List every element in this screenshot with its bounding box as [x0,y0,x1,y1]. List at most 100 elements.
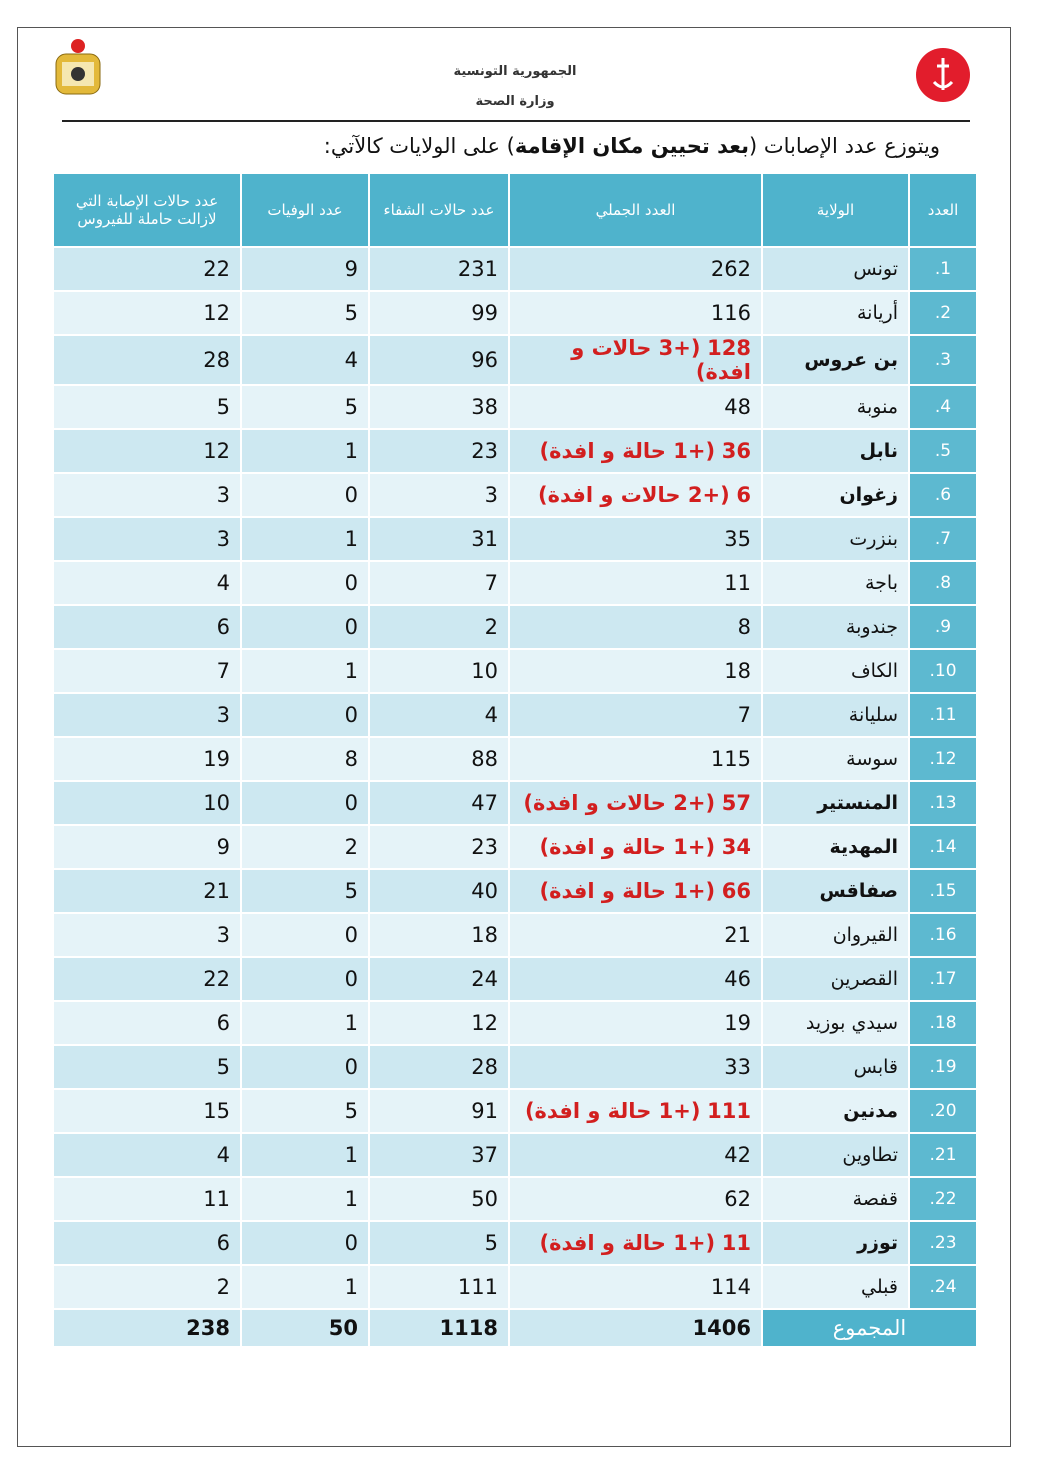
governorate: القيروان [763,914,908,956]
deaths: 1 [242,1134,368,1176]
recovered: 231 [370,248,508,290]
deaths: 1 [242,1266,368,1308]
table-row: 13. المنستير 57 (+2 حالات و افدة) 47 0 10 [54,782,976,824]
active: 3 [54,474,240,516]
recovered: 2 [370,606,508,648]
recovered: 28 [370,1046,508,1088]
total-cases: 19 [724,1011,751,1035]
row-number: 19. [910,1046,976,1088]
total-cases: 48 [724,395,751,419]
governorate: المنستير [763,782,908,824]
row-number: 24. [910,1266,976,1308]
row-number: 21. [910,1134,976,1176]
governorate: تطاوين [763,1134,908,1176]
intro-text: ويتوزع عدد الإصابات ( [748,134,940,158]
imported-note: (+1 حالة و افدة) [539,879,716,903]
table-row: 1. تونس 262 231 9 22 [54,248,976,290]
total-cases: 128 [707,336,751,360]
row-number: 4. [910,386,976,428]
governorate: المهدية [763,826,908,868]
imported-note: (+1 حالة و افدة) [539,835,716,859]
active: 3 [54,694,240,736]
table-row: 2. أريانة 116 99 5 12 [54,292,976,334]
active: 6 [54,1222,240,1264]
active: 21 [54,870,240,912]
governorate: زغوان [763,474,908,516]
active: 2 [54,1266,240,1308]
deaths: 0 [242,1222,368,1264]
table-row: 5. نابل 36 (+1 حالة و افدة) 23 1 12 [54,430,976,472]
table-row: 7. بنزرت 35 31 1 3 [54,518,976,560]
deaths: 5 [242,870,368,912]
recovered: 5 [370,1222,508,1264]
deaths: 1 [242,430,368,472]
governorate: قابس [763,1046,908,1088]
imported-note: (+2 حالات و افدة) [523,791,716,815]
deaths: 0 [242,782,368,824]
governorate: سيدي بوزيد [763,1002,908,1044]
table-row: 19. قابس 33 28 0 5 [54,1046,976,1088]
governorate: سوسة [763,738,908,780]
total-cases: 18 [724,659,751,683]
table-row: 11. سليانة 7 4 0 3 [54,694,976,736]
total-cases: 66 [721,879,751,903]
imported-note: (+1 حالة و افدة) [539,439,716,463]
table-row: 6. زغوان 6 (+2 حالات و افدة) 3 0 3 [54,474,976,516]
table-row: 12. سوسة 115 88 8 19 [54,738,976,780]
emblem [55,39,101,95]
total-cases: 111 [707,1099,751,1123]
total-cell: 34 (+1 حالة و افدة) [510,826,761,868]
recovered: 88 [370,738,508,780]
imported-note: (+2 حالات و افدة) [538,483,730,507]
table-row: 18. سيدي بوزيد 19 12 1 6 [54,1002,976,1044]
total-cases: 11 [721,1231,751,1255]
recovered: 31 [370,518,508,560]
page-frame [17,27,1011,1447]
row-number: 12. [910,738,976,780]
column-header: عدد الوفيات [242,174,368,246]
total-cases: 62 [724,1187,751,1211]
recovered: 47 [370,782,508,824]
cases-table: العدد الولاية العدد الجملي عدد حالات الشفاء… [52,172,978,1348]
row-number: 10. [910,650,976,692]
total-cases: 7 [737,703,751,727]
governorate: أريانة [763,292,908,334]
column-header: العدد الجملي [510,174,761,246]
deaths: 0 [242,606,368,648]
total-cell: 46 [510,958,761,1000]
governorate: مدنين [763,1090,908,1132]
total-cases: 42 [724,1143,751,1167]
table-row: 10. الكاف 18 10 1 7 [54,650,976,692]
governorate: سليانة [763,694,908,736]
total-cases: 6 [736,483,751,507]
total-cell: 48 [510,386,761,428]
active: 6 [54,606,240,648]
deaths: 9 [242,248,368,290]
column-header: عدد حالات الشفاء [370,174,508,246]
table-row: 17. القصرين 46 24 0 22 [54,958,976,1000]
active: 7 [54,650,240,692]
total-cell: 11 [510,562,761,604]
row-number: 18. [910,1002,976,1044]
deaths: 2 [242,826,368,868]
governorate: بنزرت [763,518,908,560]
governorate: تونس [763,248,908,290]
sum-label: المجموع [763,1310,976,1346]
imported-note: (+1 حالة و افدة) [539,1231,716,1255]
recovered: 99 [370,292,508,334]
active: 28 [54,336,240,384]
table-row: 9. جندوبة 8 2 0 6 [54,606,976,648]
total-cell: 35 [510,518,761,560]
total-cell: 8 [510,606,761,648]
total-cell: 6 (+2 حالات و افدة) [510,474,761,516]
row-number: 6. [910,474,976,516]
total-cell: 42 [510,1134,761,1176]
recovered: 10 [370,650,508,692]
active: 22 [54,958,240,1000]
total-cell: 116 [510,292,761,334]
table-row: 22. قفصة 62 50 1 11 [54,1178,976,1220]
recovered: 50 [370,1178,508,1220]
recovered: 40 [370,870,508,912]
recovered: 23 [370,826,508,868]
governorate: باجة [763,562,908,604]
